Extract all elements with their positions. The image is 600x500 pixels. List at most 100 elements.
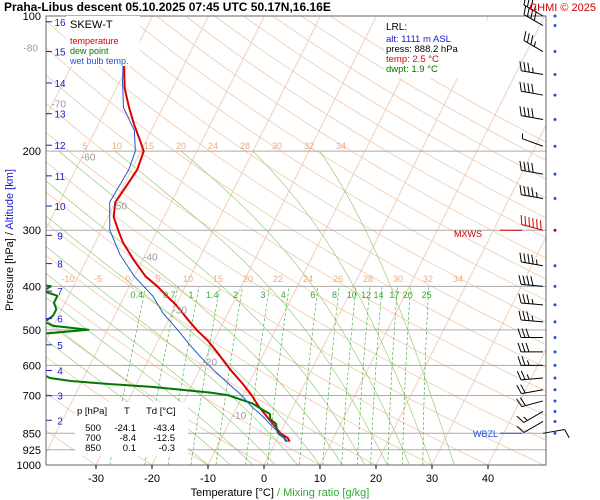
copyright: CHMI © 2025	[529, 2, 596, 14]
isotherm	[207, 16, 433, 465]
table-cell: 0.1	[123, 443, 136, 454]
y-axis-label: Pressure [hPa] / Altitude [km]	[4, 169, 16, 311]
mixing-ratio-line	[190, 286, 221, 465]
moist-adiabat-label-lower: 24	[303, 274, 313, 284]
table-cell: -0.3	[159, 443, 175, 454]
wind-barb	[516, 384, 557, 395]
altitude-tick-label: 15	[54, 48, 66, 59]
background-lines	[46, 16, 546, 465]
dry-adiabat	[46, 74, 546, 392]
wind-barb-dot	[553, 335, 557, 339]
table-header-p: p [hPa]	[77, 406, 107, 417]
pressure-tick-label: 300	[23, 225, 41, 237]
dry-adiabat	[272, 16, 546, 180]
wind-barb-dot	[553, 376, 557, 380]
wind-barb	[517, 356, 557, 367]
wind-barb	[516, 397, 557, 408]
moist-adiabat-label: 10	[112, 141, 122, 151]
isotherm-label: -60	[81, 153, 96, 164]
wind-barbs	[516, 0, 570, 439]
wind-barb-dot	[553, 264, 557, 268]
altitude-tick-label: 16	[54, 18, 66, 29]
wind-barb-dot	[553, 419, 557, 423]
mixing-ratio-label: 1.4	[206, 290, 219, 300]
altitude-tick-label: 4	[57, 367, 63, 378]
altitude-tick-label: 7	[57, 287, 63, 298]
dry-adiabat	[127, 16, 546, 280]
wind-barb	[516, 419, 557, 433]
pressure-tick-label: 1000	[17, 460, 41, 472]
pressure-tick-label: 200	[23, 146, 41, 158]
mixing-ratio-line	[356, 286, 371, 465]
table-cell: -8.4	[120, 433, 136, 444]
moist-adiabat-label: 28	[240, 141, 250, 151]
pressure-tick-label: 500	[23, 325, 41, 337]
moist-adiabat-label-lower: 34	[453, 274, 463, 284]
wind-barb	[516, 409, 557, 423]
temperature-tick-label: 30	[426, 473, 438, 485]
isotherm	[431, 236, 546, 465]
altitude-tick-label: 13	[54, 110, 66, 121]
moist-adiabat-label: 24	[208, 141, 218, 151]
wind-barb	[518, 293, 557, 307]
dry-adiabat	[185, 16, 546, 239]
altitude-tick-label: 8	[57, 260, 63, 271]
wind-barb	[519, 185, 557, 201]
series-lines	[46, 16, 291, 443]
dry-adiabat	[243, 16, 546, 199]
table-cell: -12.5	[153, 433, 175, 444]
mixing-ratio-label: 8	[332, 290, 337, 300]
table-cell: -43.4	[153, 423, 175, 434]
wind-barb-dot	[553, 24, 557, 28]
wind-barb-dot	[553, 303, 557, 307]
dewpoint-line	[46, 284, 288, 443]
wind-barb-dot	[553, 431, 557, 435]
lrl-box: LRL: alt: 1111 m ASL press: 888.2 hPa te…	[384, 17, 486, 78]
altitude-tick-label: 2	[57, 416, 63, 427]
wind-barb	[519, 160, 557, 176]
wind-barb	[519, 252, 557, 268]
isotherm-label: -10	[232, 411, 247, 422]
altitude-tick-label: 9	[57, 231, 63, 242]
dry-adiabat	[214, 16, 546, 219]
table-cell: 850	[85, 443, 101, 454]
temperature-tick-label: -30	[88, 473, 104, 485]
pressure-tick-label: 925	[23, 445, 41, 457]
wind-barb-dot	[553, 409, 557, 413]
wind-barb-dot	[553, 93, 557, 97]
moist-adiabat-label-lower: 10	[183, 274, 193, 284]
chart-title: Praha-Libus descent 05.10.2025 07:45 UTC…	[4, 0, 331, 14]
wind-barb-dot	[553, 228, 557, 232]
mixing-ratio-label: 17	[389, 290, 399, 300]
axes: 1002003004005006007008509251000161514131…	[17, 11, 547, 485]
dry-adiabat	[46, 161, 545, 465]
table-header-td: Td [°C]	[146, 406, 176, 417]
plot-frame	[45, 15, 547, 466]
mixing-ratio-label: 10	[347, 290, 357, 300]
isotherm	[46, 16, 209, 342]
moist-adiabat-label: 30	[272, 141, 282, 151]
wind-barb	[520, 215, 557, 232]
moist-adiabat-label: 20	[176, 141, 186, 151]
isotherm-label: -40	[143, 252, 158, 263]
isotherm	[151, 16, 377, 465]
wind-barb	[517, 328, 557, 339]
temperature-tick-label: -20	[144, 473, 160, 485]
mixing-ratio-label: 20	[403, 290, 413, 300]
table-cell: 500	[85, 423, 101, 434]
isotherm-label: -50	[112, 202, 127, 213]
wind-barb-dot	[553, 388, 557, 392]
mixing-ratio-label: 1	[189, 290, 194, 300]
wind-barb-dot	[553, 320, 557, 324]
altitude-tick-label: 10	[54, 202, 66, 213]
moist-adiabat-label: 5	[82, 141, 87, 151]
wind-barb	[518, 275, 557, 288]
wind-barb	[519, 106, 557, 121]
dry-adiabat	[46, 20, 546, 346]
isotherm	[487, 348, 546, 465]
dry-adiabat	[69, 16, 546, 323]
altitude-tick-label: 14	[54, 79, 66, 90]
mixing-ratio-label: 0.4	[130, 290, 143, 300]
